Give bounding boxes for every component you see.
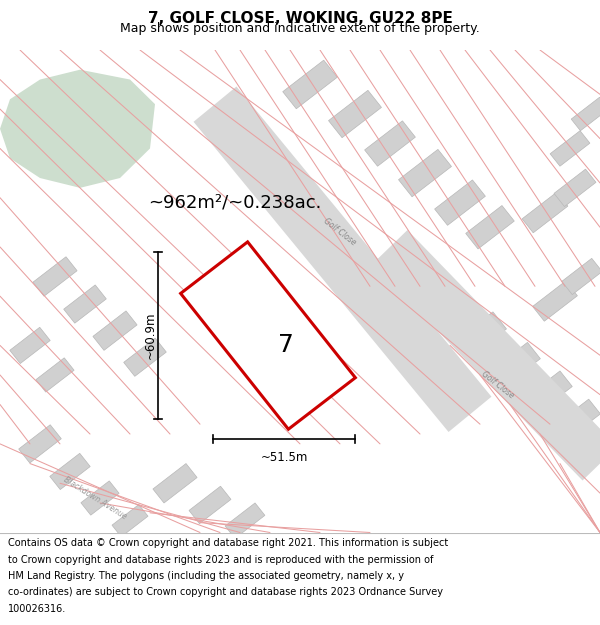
Bar	[283, 60, 337, 109]
Bar	[550, 131, 590, 166]
Text: 7, GOLF CLOSE, WOKING, GU22 8PE: 7, GOLF CLOSE, WOKING, GU22 8PE	[148, 11, 452, 26]
Bar	[19, 425, 61, 463]
Bar	[36, 358, 74, 392]
Text: 7: 7	[278, 333, 294, 357]
Bar	[33, 257, 77, 296]
Text: HM Land Registry. The polygons (including the associated geometry, namely x, y: HM Land Registry. The polygons (includin…	[8, 571, 404, 581]
Bar	[533, 281, 577, 321]
Bar	[81, 481, 119, 515]
Bar	[365, 121, 415, 166]
Bar	[329, 91, 382, 138]
Bar	[434, 180, 485, 226]
Bar	[124, 338, 166, 376]
Text: co-ordinates) are subject to Crown copyright and database rights 2023 Ordnance S: co-ordinates) are subject to Crown copyr…	[8, 588, 443, 598]
Bar	[571, 98, 600, 131]
Text: Golf Close: Golf Close	[322, 217, 358, 248]
Bar	[490, 342, 541, 388]
Text: Golf Close: Golf Close	[480, 369, 516, 400]
Text: Map shows position and indicative extent of the property.: Map shows position and indicative extent…	[120, 22, 480, 35]
Text: ~962m²/~0.238ac.: ~962m²/~0.238ac.	[148, 194, 322, 212]
Text: ~51.5m: ~51.5m	[260, 451, 308, 464]
Bar	[93, 311, 137, 351]
Bar	[50, 453, 90, 489]
Bar	[225, 503, 265, 538]
Text: 100026316.: 100026316.	[8, 604, 66, 614]
Text: Blackdown Avenue: Blackdown Avenue	[62, 475, 128, 521]
Bar	[398, 149, 451, 197]
Bar	[112, 504, 148, 537]
Bar	[153, 464, 197, 503]
Polygon shape	[0, 70, 155, 188]
Bar	[522, 192, 568, 232]
Text: to Crown copyright and database rights 2023 and is reproduced with the permissio: to Crown copyright and database rights 2…	[8, 554, 433, 564]
Bar	[556, 399, 600, 439]
Bar	[524, 371, 572, 414]
Bar	[10, 328, 50, 364]
Bar	[554, 169, 596, 207]
Polygon shape	[181, 242, 355, 429]
Bar	[562, 258, 600, 294]
Text: ~60.9m: ~60.9m	[143, 312, 157, 359]
Bar	[454, 312, 506, 359]
Bar	[64, 285, 106, 323]
Bar	[466, 206, 514, 249]
Text: Contains OS data © Crown copyright and database right 2021. This information is : Contains OS data © Crown copyright and d…	[8, 538, 448, 548]
Bar	[189, 486, 231, 524]
